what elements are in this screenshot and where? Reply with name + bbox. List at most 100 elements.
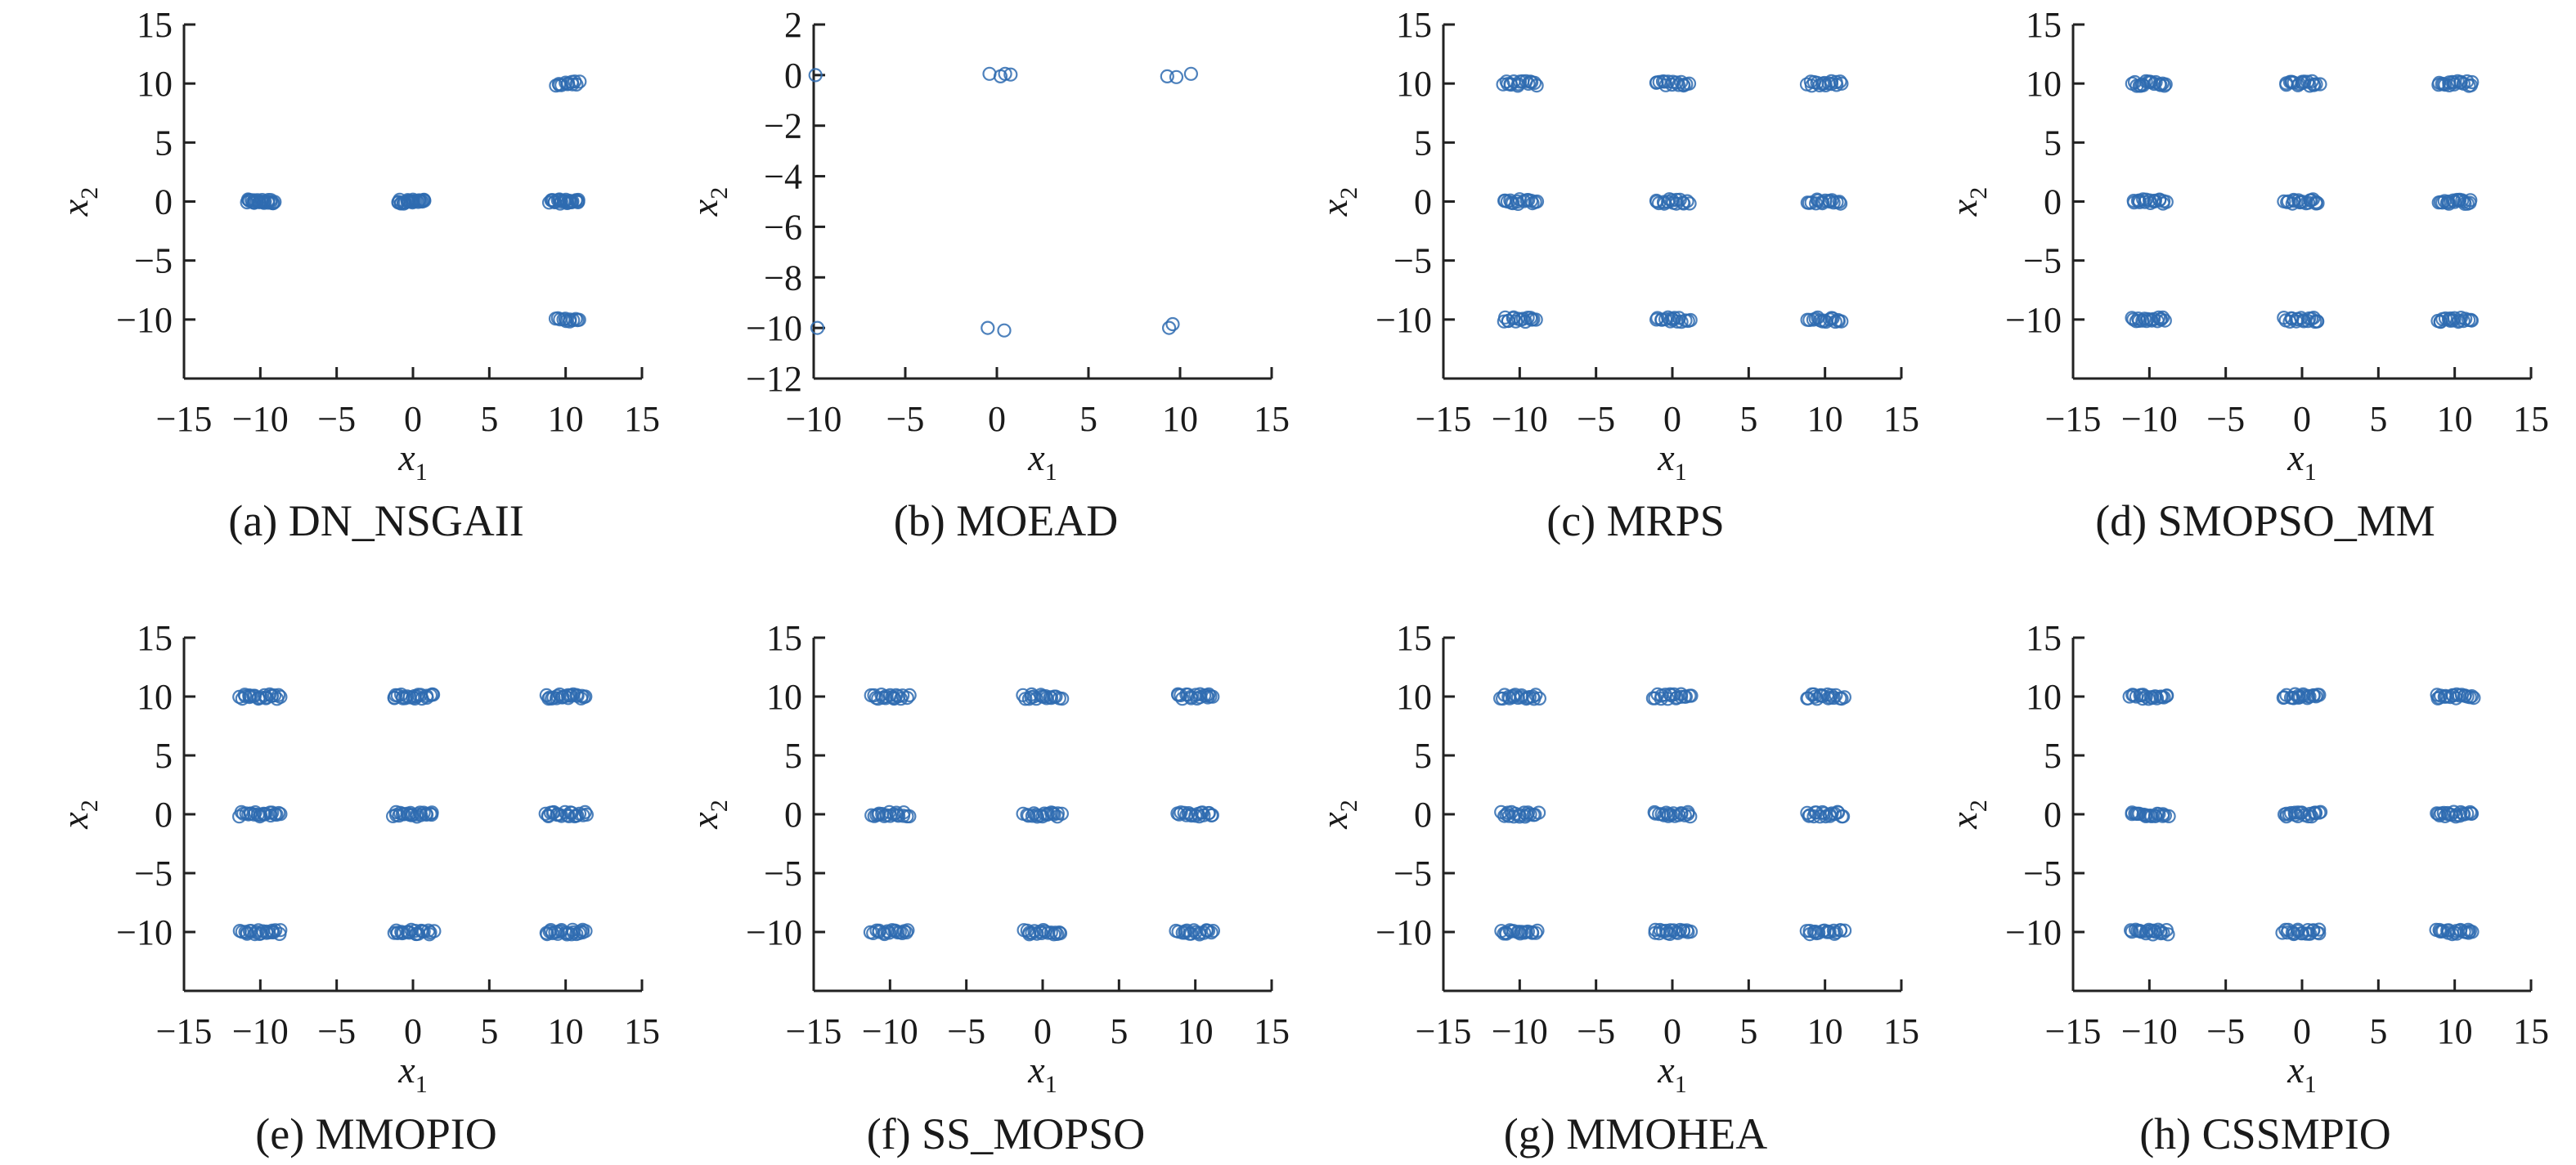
marker-group [863, 687, 1221, 942]
x-tick-label: 10 [548, 399, 584, 439]
x-tick-label: 15 [2513, 399, 2549, 439]
x-tick-label: −10 [2121, 1011, 2178, 1051]
data-point [579, 807, 595, 822]
data-point [2456, 314, 2471, 329]
x-tick-label: 10 [548, 1011, 584, 1051]
y-axis-label: x2 [1943, 187, 1992, 217]
y-axis-label-main: x [1313, 812, 1355, 830]
y-tick-label: −8 [764, 258, 802, 298]
y-axis-label-main: x [684, 199, 725, 217]
data-point [267, 688, 282, 703]
y-axis-label-subscript: 2 [1965, 187, 1992, 199]
x-tick-label: −15 [156, 1011, 213, 1051]
data-point [1683, 809, 1698, 824]
panel-caption: (f) SS_MOPSO [867, 1109, 1146, 1158]
data-point [1676, 196, 1691, 211]
data-point [2310, 314, 2325, 329]
x-axis-label: x1 [2287, 1049, 2316, 1098]
y-axis-label-subscript: 2 [1965, 800, 1992, 812]
data-point [1205, 808, 1219, 822]
marker-group [1496, 74, 1849, 329]
x-tick-label: 5 [2369, 399, 2387, 439]
data-point [1165, 316, 1180, 332]
y-axis-label-subscript: 2 [76, 187, 103, 199]
x-tick-label: −15 [156, 399, 213, 439]
y-tick-label: 0 [2044, 795, 2062, 835]
x-axis-label-subscript: 1 [415, 1071, 428, 1098]
x-axis-label-subscript: 1 [415, 459, 428, 486]
y-tick-label: 5 [2044, 123, 2062, 163]
marker-group [808, 66, 1199, 338]
y-axis-label: x2 [54, 187, 103, 217]
x-axis-label-main: x [2287, 437, 2304, 478]
y-tick-label: 15 [137, 618, 173, 658]
y-tick-label: −10 [746, 912, 802, 952]
data-point [2313, 804, 2328, 819]
y-tick-label: 5 [155, 123, 173, 163]
y-tick-label: 10 [2026, 64, 2062, 104]
y-axis-label-subscript: 2 [76, 800, 103, 812]
data-point [2305, 192, 2320, 207]
data-point [427, 924, 442, 939]
y-tick-label: −10 [116, 912, 173, 952]
y-tick-label: 0 [1414, 182, 1432, 222]
y-tick-label: 15 [766, 618, 802, 658]
x-tick-label: 10 [1807, 399, 1843, 439]
data-point [810, 320, 825, 335]
data-point [1205, 689, 1220, 704]
y-tick-label: −5 [764, 854, 802, 894]
x-tick-label: −5 [2206, 1011, 2245, 1051]
data-point [2157, 313, 2172, 328]
data-point [1529, 194, 1545, 209]
data-point [2138, 689, 2153, 704]
x-tick-label: −10 [862, 1011, 918, 1051]
data-point [1834, 314, 1849, 329]
y-tick-label: 10 [1396, 64, 1432, 104]
data-point [571, 192, 586, 208]
panel-caption: (h) CSSMPIO [2139, 1109, 2391, 1158]
y-tick-label: −6 [764, 207, 802, 247]
y-tick-label: −10 [1376, 912, 1432, 952]
y-axis-label-main: x [54, 199, 96, 217]
data-point [572, 312, 586, 327]
data-point [1204, 925, 1218, 940]
x-tick-label: −15 [2045, 1011, 2102, 1051]
x-axis-label-subscript: 1 [1045, 1071, 1057, 1098]
data-point [1833, 923, 1848, 938]
x-tick-label: −5 [317, 1011, 356, 1051]
x-tick-label: 5 [480, 1011, 498, 1051]
data-point [2312, 922, 2327, 937]
panel-caption: (a) DN_NSGAII [228, 496, 523, 545]
y-tick-label: −10 [1376, 300, 1432, 340]
x-tick-label: 15 [624, 399, 660, 439]
data-point [425, 688, 441, 702]
x-axis-label-subscript: 1 [1675, 1071, 1687, 1098]
x-axis-label-main: x [397, 437, 415, 478]
x-tick-label: 15 [1254, 399, 1290, 439]
data-point [2464, 313, 2479, 328]
data-point [2463, 193, 2478, 208]
y-tick-label: −10 [116, 300, 173, 340]
data-point [808, 68, 823, 83]
x-axis-label: x1 [397, 1049, 427, 1098]
x-axis-label-subscript: 1 [2304, 1071, 2317, 1098]
data-point [1161, 320, 1177, 335]
y-tick-label: −10 [746, 308, 802, 348]
data-point [1045, 805, 1061, 821]
y-tick-label: −5 [1393, 854, 1432, 894]
data-point [570, 808, 585, 823]
x-tick-label: −15 [786, 1011, 842, 1051]
data-point [1529, 78, 1544, 93]
y-tick-label: 15 [2026, 5, 2062, 45]
x-tick-label: −5 [2206, 399, 2245, 439]
y-tick-label: 2 [784, 5, 802, 45]
y-axis-label-subscript: 2 [706, 800, 733, 812]
x-tick-label: −5 [947, 1011, 985, 1051]
x-tick-label: 5 [1110, 1011, 1128, 1051]
y-tick-label: −10 [2005, 300, 2062, 340]
marker-group [1492, 687, 1852, 942]
y-axis-label: x2 [54, 800, 103, 829]
y-tick-label: −2 [764, 106, 802, 146]
